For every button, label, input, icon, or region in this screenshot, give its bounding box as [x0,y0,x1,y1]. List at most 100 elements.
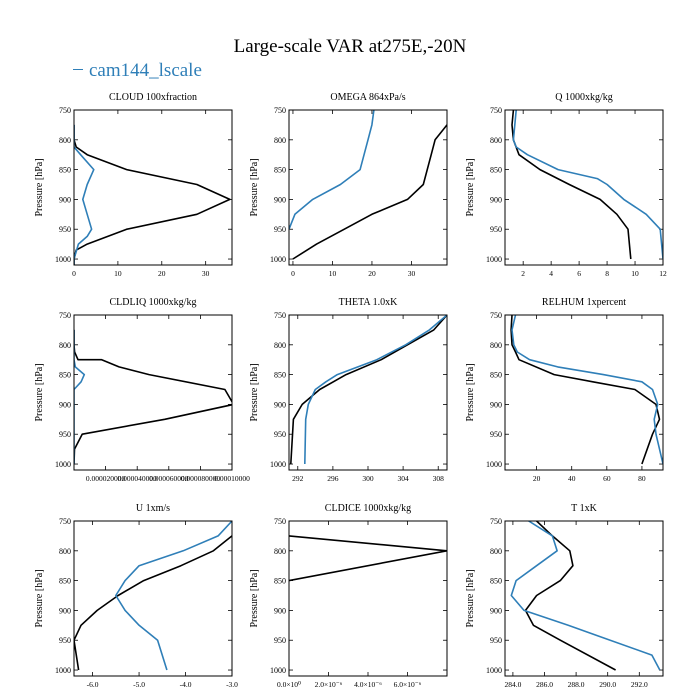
series-line-obs [290,315,447,465]
x-tick-label: -6.0 [87,680,99,689]
y-tick-label: 750 [59,517,71,526]
x-tick-label: 20 [158,269,166,278]
series-line-cam144-lscale [511,315,663,465]
chart-title: T 1xK [571,503,597,514]
series-group [290,315,447,465]
x-tick-label: 30 [202,269,210,278]
x-tick-label: 0.000080000 [181,474,221,483]
y-axis-label: Pressure [hPa] [465,158,476,216]
y-tick-label: 1000 [55,666,71,675]
chart-title: THETA 1.0xK [339,297,398,308]
series-line-obs [510,315,661,465]
series-line-obs [289,535,447,582]
x-tick-label: 292.0 [631,680,648,689]
y-tick-label: 1000 [270,255,286,264]
plot-frame [288,520,448,677]
x-tick-label: 0.000040000 [118,474,158,483]
x-tick-label: 10 [329,269,337,278]
y-tick-label: 850 [274,577,286,586]
plot-frame [73,314,233,471]
series-line-cam144-lscale [304,315,447,465]
series-group [74,124,231,265]
x-tick-label: 0.000020000 [86,474,126,483]
y-tick-label: 900 [490,606,502,615]
chart-panel-7: U 1xm/s Pressure [hPa] 750 800 850 900 950 1000… [34,503,238,689]
y-axis-label: Pressure [hPa] [465,569,476,627]
y-axis-label: Pressure [hPa] [249,158,260,216]
page-title: Large-scale VAR at275E,-20N [233,36,467,57]
series-line-cam144-lscale [510,521,661,671]
y-tick-label: 950 [59,636,71,645]
y-axis-label: Pressure [hPa] [34,569,45,627]
chart-panel-4: CLDLIQ 1000xkg/kg Pressure [hPa] 750 800 850… [34,297,250,483]
y-tick-label: 900 [490,195,502,204]
y-tick-label: 850 [59,371,71,380]
x-tick-label: -3.0 [226,680,238,689]
x-tick-label: 290.0 [599,680,616,689]
x-tick-label: 8 [605,269,609,278]
x-tick-label: 6.0×10⁻⁶ [394,680,422,689]
legend-line-swatch [73,69,83,71]
y-tick-label: 900 [490,400,502,409]
y-tick-label: 1000 [55,255,71,264]
y-tick-label: 750 [490,311,502,320]
chart-title: CLDLIQ 1000xkg/kg [110,297,197,308]
y-tick-label: 800 [274,547,286,556]
y-tick-label: 800 [490,136,502,145]
chart-title: CLDICE 1000xkg/kg [325,503,411,514]
chart-title: CLOUD 100xfraction [109,92,197,103]
y-tick-label: 800 [59,136,71,145]
y-tick-label: 850 [274,166,286,175]
x-tick-label: 80 [638,474,646,483]
y-tick-label: 850 [59,166,71,175]
plot-frame [504,520,664,677]
y-tick-label: 850 [59,577,71,586]
plot-frame [73,520,233,677]
x-tick-label: 0.000060000 [149,474,189,483]
x-tick-label: 0 [291,269,295,278]
y-axis-label: Pressure [hPa] [249,569,260,627]
plot-frame [504,109,664,266]
y-tick-label: 950 [490,430,502,439]
y-tick-label: 950 [490,636,502,645]
plot-frame [73,109,233,266]
x-tick-label: 2 [521,269,525,278]
x-tick-label: 6 [577,269,581,278]
x-tick-label: -4.0 [180,680,192,689]
series-group [510,315,663,465]
y-tick-label: 850 [490,577,502,586]
y-tick-label: 950 [274,430,286,439]
y-tick-label: 900 [59,195,71,204]
x-tick-label: 60 [603,474,611,483]
series-line-obs [74,124,231,265]
y-tick-label: 1000 [55,460,71,469]
series-group [289,535,447,582]
series-line-obs [74,535,232,671]
x-tick-label: 0.00010000 [214,474,250,483]
x-tick-label: 4.0×10⁻⁶ [354,680,382,689]
series-line-cam144-lscale [512,110,663,260]
series-group [511,110,663,260]
y-tick-label: 800 [490,547,502,556]
y-axis-label: Pressure [hPa] [465,363,476,421]
chart-panel-8: CLDICE 1000xkg/kg Pressure [hPa] 750 800 850… [249,503,448,689]
series-line-cam144-lscale [74,329,86,464]
x-tick-label: 10 [631,269,639,278]
y-tick-label: 750 [274,311,286,320]
series-group [289,110,447,260]
y-tick-label: 750 [490,106,502,115]
y-axis-label: Pressure [hPa] [34,158,45,216]
plot-frame [288,314,448,471]
series-line-obs [74,329,232,465]
y-tick-label: 850 [490,166,502,175]
chart-title: U 1xm/s [136,503,170,514]
x-tick-label: 4 [549,269,553,278]
y-tick-label: 900 [59,400,71,409]
x-tick-label: 10 [114,269,122,278]
y-tick-label: 900 [274,400,286,409]
x-tick-label: -5.0 [133,680,145,689]
y-tick-label: 800 [59,547,71,556]
series-line-obs [511,110,632,260]
x-tick-label: 288.0 [568,680,585,689]
